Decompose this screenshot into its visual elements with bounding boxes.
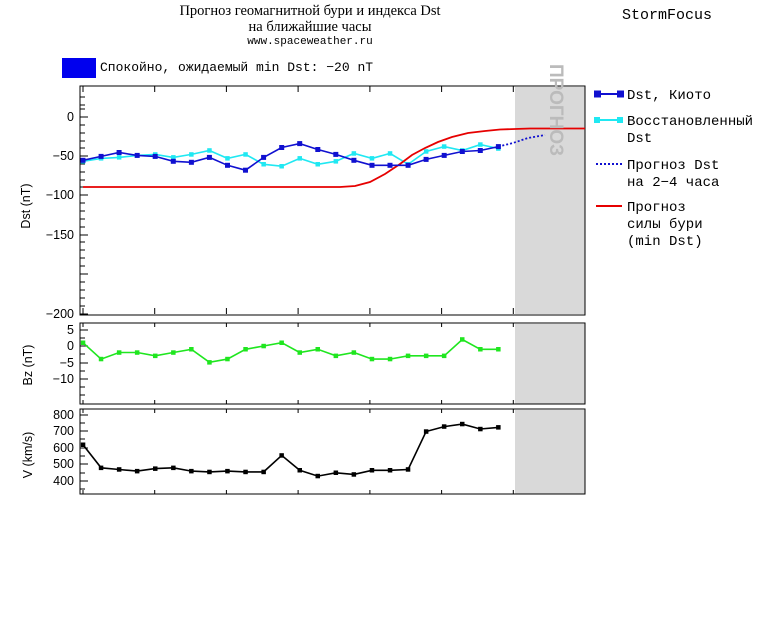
svg-text:ПРОГНОЗ: ПРОГНОЗ (545, 64, 566, 156)
